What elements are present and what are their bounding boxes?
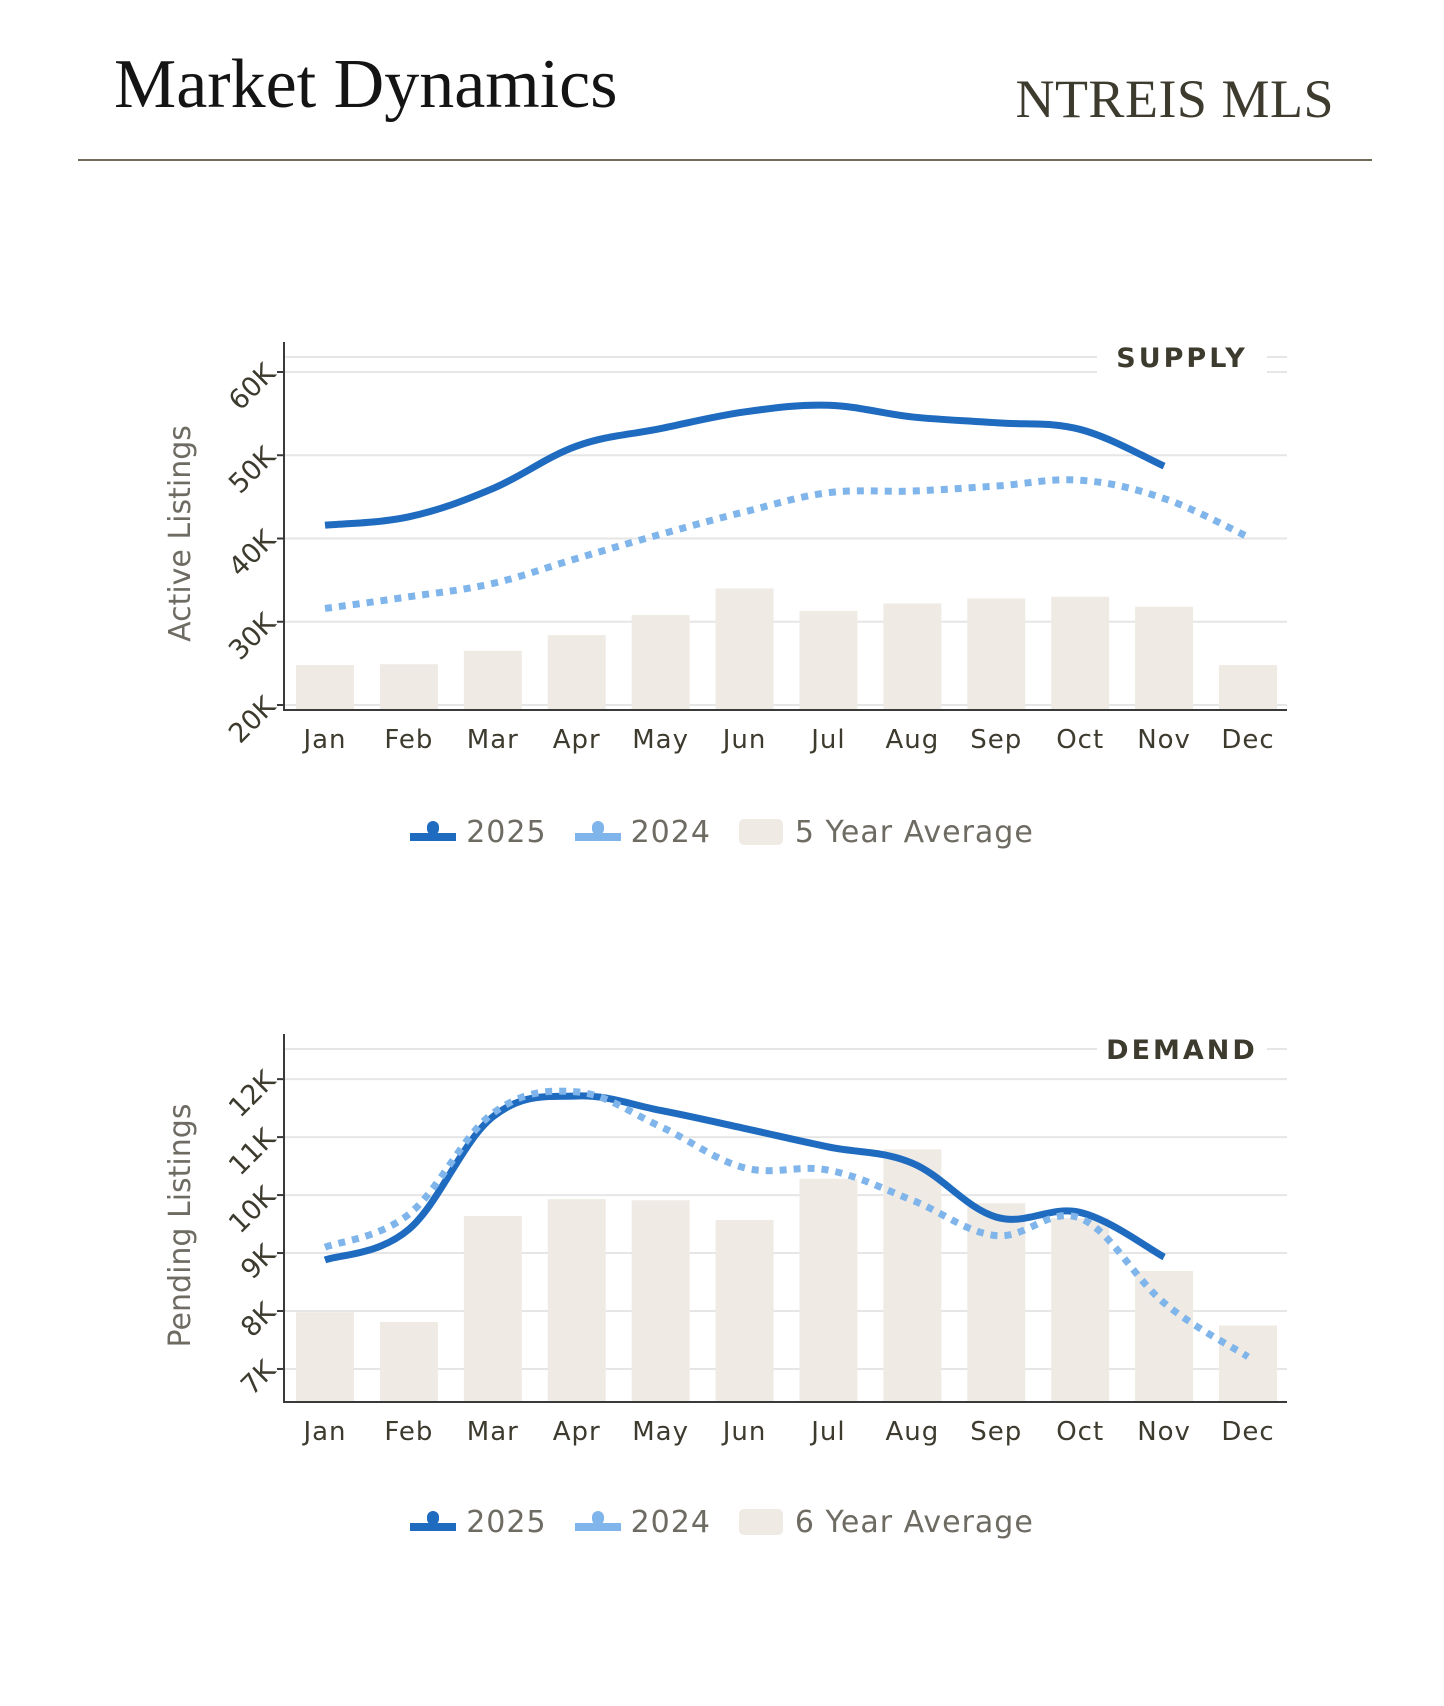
x-tick-label: Jun <box>721 725 767 755</box>
y-tick-label: 7K <box>235 1354 283 1402</box>
y-tick-label: 30K <box>223 607 283 667</box>
bar-sep <box>967 598 1026 710</box>
legend-label: 5 Year Average <box>794 814 1034 850</box>
bar-jun <box>715 1219 774 1402</box>
x-tick-label: Mar <box>467 1417 519 1447</box>
legend-box-icon <box>738 1509 783 1535</box>
y-tick-label: 50K <box>223 440 283 500</box>
x-tick-label: May <box>632 725 689 755</box>
y-tick-label: 12K <box>223 1064 283 1124</box>
y-axis-title: Active Listings <box>163 425 198 642</box>
bar-oct <box>1051 1218 1110 1402</box>
bar-oct <box>1051 596 1110 710</box>
x-tick-label: Feb <box>384 725 433 755</box>
x-tick-label: Mar <box>467 725 519 755</box>
x-tick-label: Jan <box>301 1417 346 1447</box>
chart-title-bg <box>1097 1027 1267 1071</box>
x-tick-label: Nov <box>1137 725 1191 755</box>
y-tick-label: 20K <box>223 690 283 750</box>
x-tick-label: Aug <box>885 1417 939 1447</box>
x-tick-label: Feb <box>384 1417 433 1447</box>
chart-title: SUPPLY <box>1116 343 1248 374</box>
y-tick-label: 11K <box>223 1122 283 1182</box>
bar-jun <box>715 588 774 710</box>
line-series-2025 <box>324 401 1166 529</box>
x-tick-label: Dec <box>1221 725 1274 755</box>
legend-item-2025: 2025 <box>410 1505 546 1540</box>
legend-line-icon <box>410 1511 457 1533</box>
bar-may <box>631 615 690 710</box>
y-tick-label: 60K <box>223 357 283 417</box>
legend-label: 2024 <box>630 814 711 850</box>
x-tick-label: Jul <box>809 1417 845 1447</box>
x-tick-label: Dec <box>1221 1417 1274 1447</box>
y-tick-label: 9K <box>235 1238 283 1286</box>
x-tick-label: Jul <box>809 725 845 755</box>
bar-aug <box>883 603 942 710</box>
x-tick-label: Aug <box>885 725 939 755</box>
legend-label: 2024 <box>630 1504 711 1540</box>
line-series-2024 <box>323 1087 1250 1360</box>
bar-mar <box>463 1215 522 1402</box>
bar-nov <box>1135 606 1194 710</box>
supply-chart: 20K 30K 40K 50K 60K SUPPLY Jan Feb Mar Apr May Jun J… <box>163 335 1287 755</box>
legend-line-icon <box>574 1511 621 1533</box>
legend-item-5-year-average: 5 Year Average <box>738 814 1034 850</box>
legend-label: 2025 <box>466 814 547 850</box>
x-tick-label: Jun <box>721 1417 767 1447</box>
x-tick-label: Nov <box>1137 1417 1191 1447</box>
legend-line-icon <box>410 821 457 843</box>
legend-item-2024: 2024 <box>574 1504 711 1540</box>
x-tick-label: Apr <box>553 725 601 755</box>
chart-title: DEMAND <box>1106 1035 1258 1066</box>
bar-dec <box>1219 1325 1277 1402</box>
header-divider <box>78 159 1372 161</box>
bar-apr <box>547 635 606 710</box>
demand-legend: 2025 2024 6 Year Average <box>0 1502 1444 1542</box>
legend-label: 6 Year Average <box>794 1504 1034 1540</box>
y-tick-label: 8K <box>235 1296 283 1344</box>
x-tick-label: Apr <box>553 1417 601 1447</box>
bar-may <box>631 1200 690 1402</box>
bar-aug <box>883 1149 942 1402</box>
legend-box-icon <box>738 819 783 845</box>
x-tick-label: Sep <box>970 1417 1022 1447</box>
x-tick-label: Oct <box>1056 725 1104 755</box>
bar-jul <box>799 1178 858 1402</box>
legend-item-2025: 2025 <box>410 815 546 850</box>
bar-feb <box>379 664 438 710</box>
x-tick-label: Jan <box>301 725 346 755</box>
brand-label: NTREIS MLS <box>1015 69 1334 129</box>
line-series-2024 <box>324 476 1250 612</box>
legend-item-2024: 2024 <box>574 814 711 850</box>
bar-nov <box>1135 1271 1194 1402</box>
y-axis-title: Pending Listings <box>163 1104 198 1348</box>
legend-item-6-year-average: 6 Year Average <box>738 1504 1034 1540</box>
page-title: Market Dynamics <box>114 46 618 123</box>
bar-mar <box>463 650 522 710</box>
bar-jan <box>296 1312 354 1402</box>
supply-legend: 2025 2024 5 Year Average <box>0 812 1444 852</box>
bar-feb <box>379 1322 438 1402</box>
bar-dec <box>1219 665 1277 710</box>
x-tick-label: Oct <box>1056 1417 1104 1447</box>
x-tick-label: May <box>632 1417 689 1447</box>
y-tick-label: 40K <box>223 523 283 583</box>
bar-apr <box>547 1199 606 1402</box>
legend-line-icon <box>574 821 621 843</box>
bar-jan <box>296 665 354 710</box>
chart-title-bg <box>1097 335 1267 379</box>
legend-label: 2025 <box>466 1504 547 1540</box>
x-tick-label: Sep <box>970 725 1022 755</box>
y-tick-label: 10K <box>223 1180 283 1240</box>
bar-jul <box>799 610 858 710</box>
